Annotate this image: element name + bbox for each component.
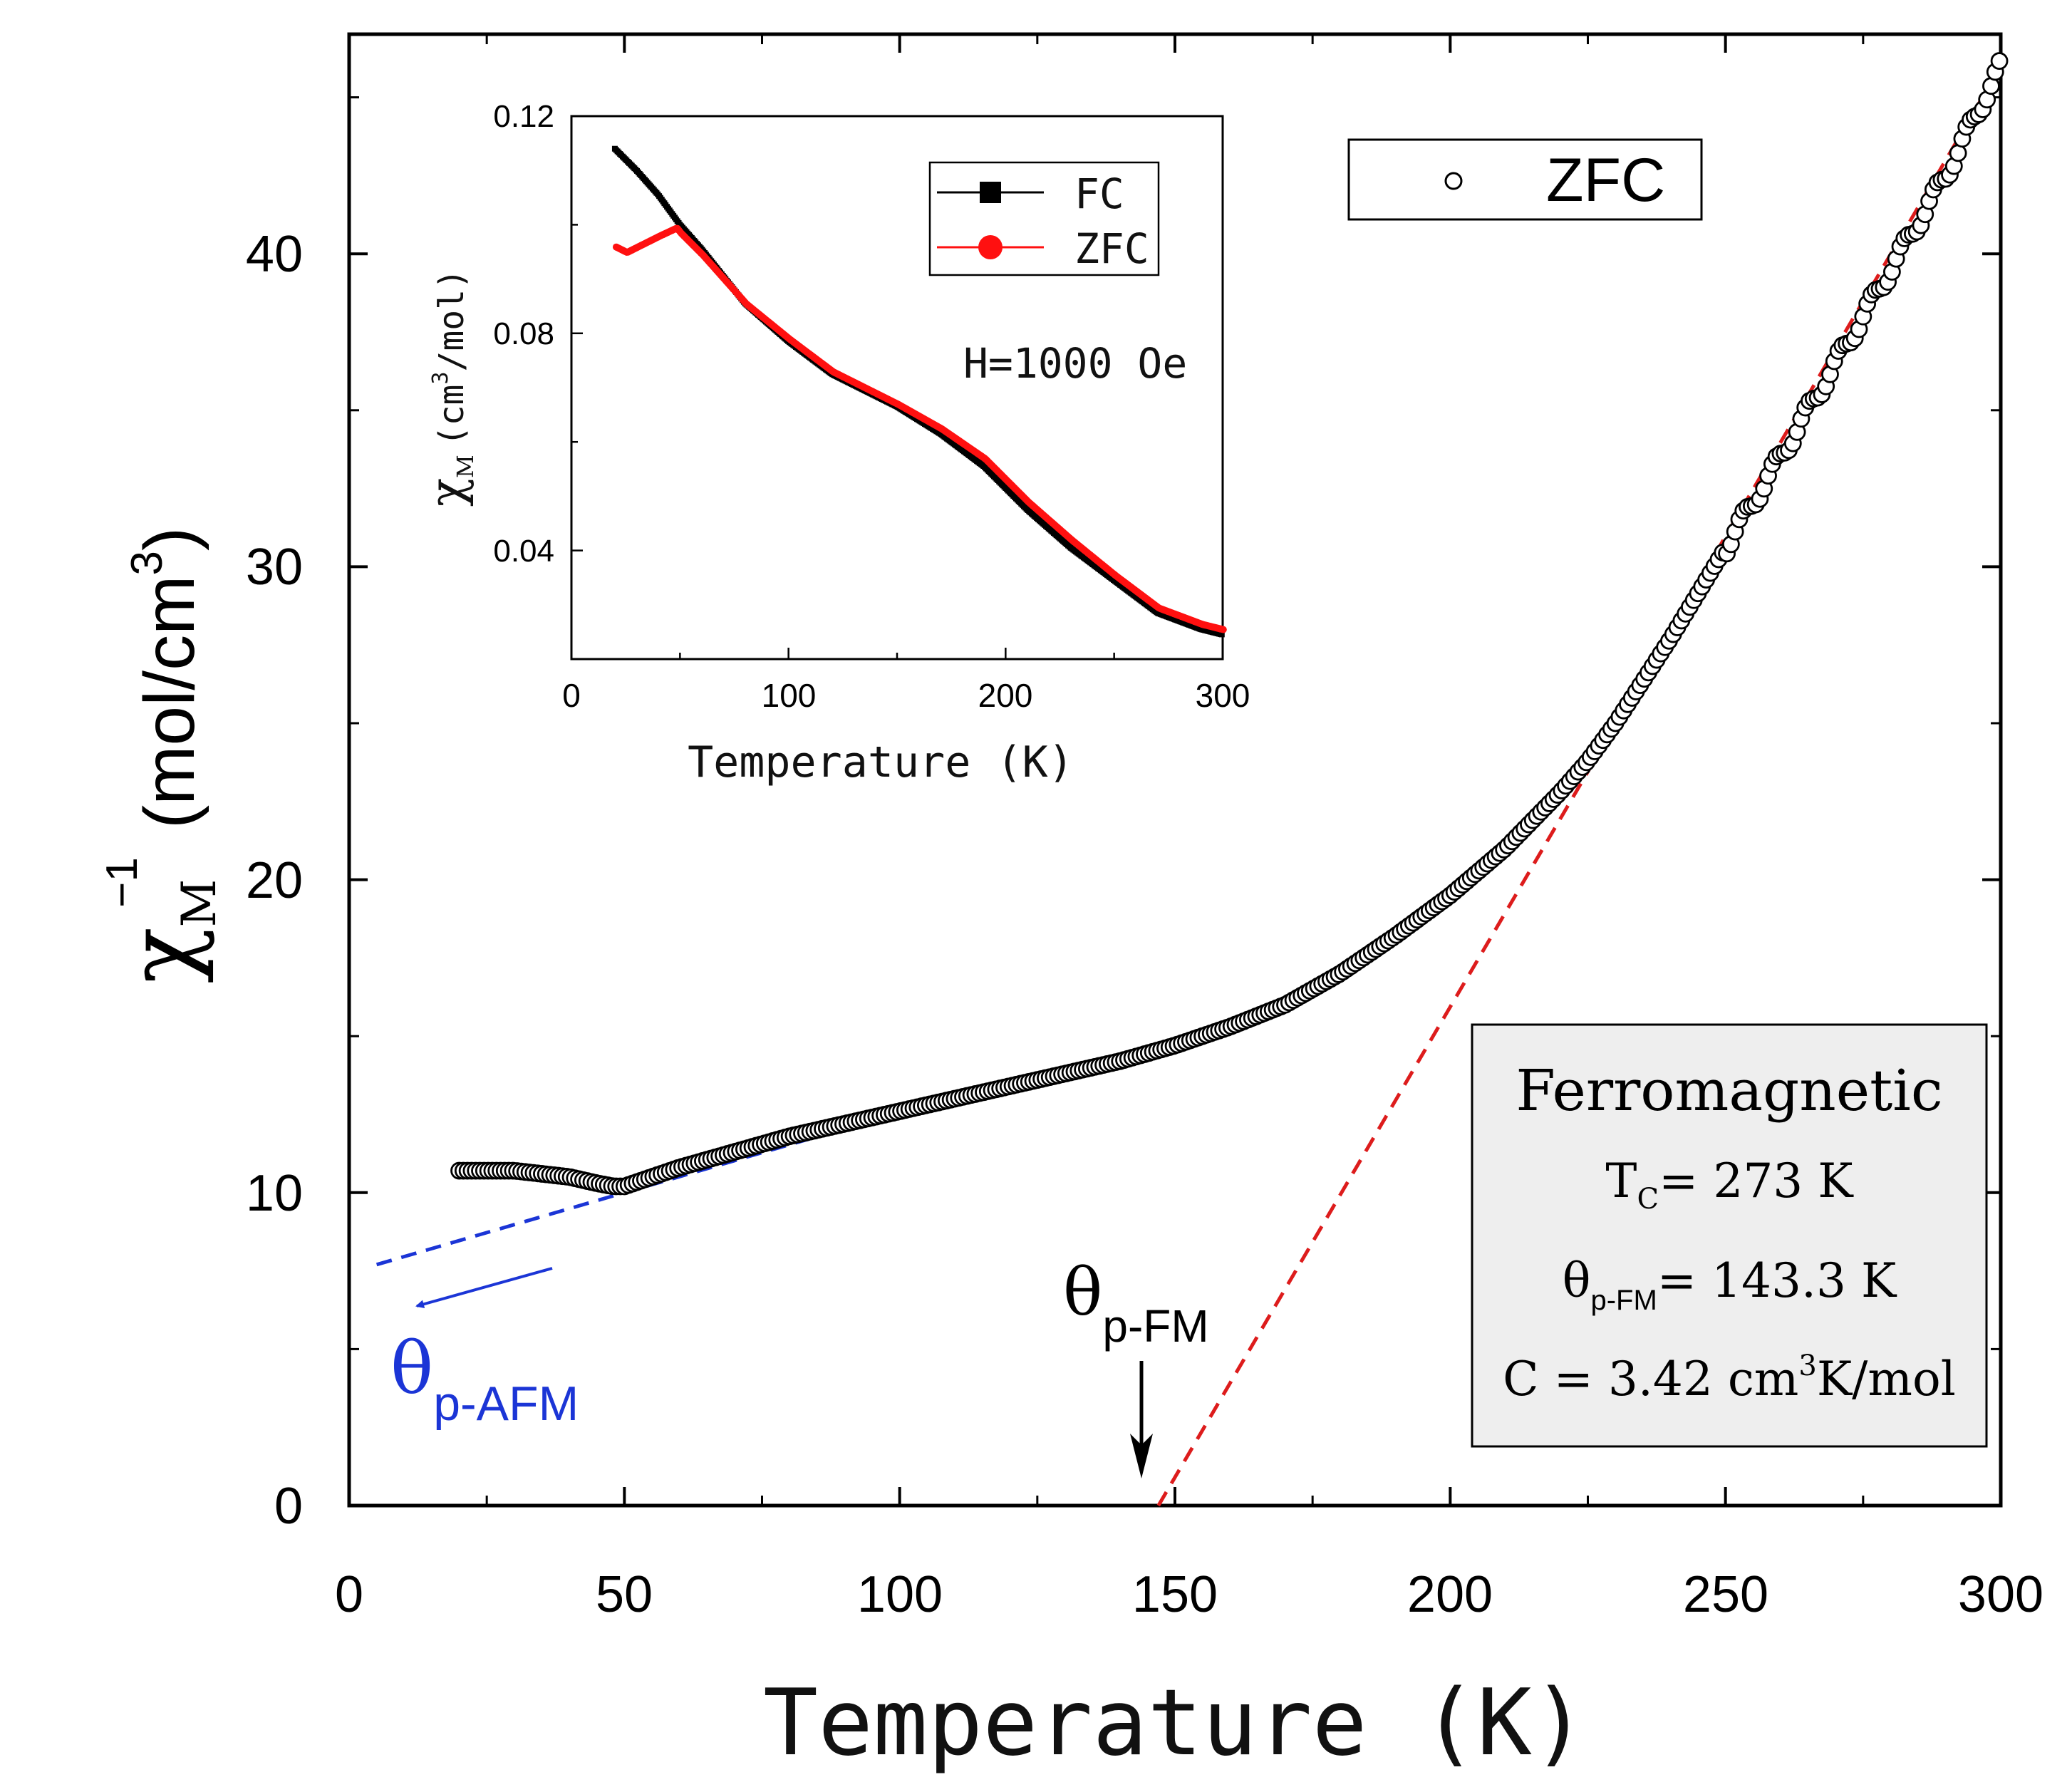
inset-chart: 0 100 200 300 0.12 0.08 0.04 Temperature… (420, 99, 1250, 787)
inset-x-tick-labels: 0 100 200 300 (562, 677, 1250, 714)
theta-fm-box-value: = 143.3 K (1657, 1253, 1897, 1308)
svg-text:χM(cm3/mol): χM (cm3/mol) (420, 269, 479, 507)
svg-text:θp-AFM: θp-AFM (390, 1327, 579, 1431)
inset-x-tick-label: 100 (762, 677, 817, 714)
inset-x-tick-label: 0 (562, 677, 581, 714)
inset-series (611, 145, 1227, 638)
main-x-tick-labels: 0 50 100 150 200 250 300 (335, 1566, 2043, 1623)
y-label-units: (mol/cm (130, 576, 209, 829)
main-y-tick-label: 30 (246, 539, 303, 596)
theta-fm-symbol: θ (1063, 1254, 1102, 1330)
svg-text:TC= 273 K: TC= 273 K (1605, 1154, 1854, 1216)
inset-field-label: H=1000 Oe (963, 339, 1187, 388)
main-legend-box (1347, 138, 1703, 221)
inset-y-tick-label: 0.12 (493, 99, 554, 134)
main-y-tick-label: 40 (246, 226, 303, 283)
theta-fm-sub: p-FM (1102, 1300, 1208, 1352)
legend-fc-label: FC (1074, 170, 1124, 218)
y-label-chi-sup: −1 (98, 857, 147, 908)
curie-constant-sup: 3 (1798, 1350, 1816, 1382)
legend-zfc-inset-label: ZFC (1074, 224, 1149, 273)
inset-ticks (570, 115, 1224, 659)
y-label-chi-sub: M (172, 879, 227, 928)
inset-x-tick-label: 300 (1196, 677, 1250, 714)
y-label-units-close: ) (130, 527, 209, 551)
inset-x-tick-label: 200 (978, 677, 1033, 714)
inset-series-zfc (612, 224, 1227, 633)
info-box-frame (1471, 1023, 1988, 1448)
main-legend: ZFC (1347, 138, 1703, 221)
main-ticks (348, 34, 2002, 1507)
theta-fm-box-sub: p-FM (1590, 1285, 1657, 1316)
legend-fc-marker (980, 182, 1001, 203)
zfc-inset-data-point (1219, 626, 1227, 633)
y-label-chi: χ (108, 927, 216, 983)
main-x-tick-label: 300 (1958, 1566, 2043, 1623)
inset-y-units-close: /mol) (432, 269, 472, 372)
main-x-tick-label: 0 (335, 1566, 363, 1623)
zfc-data-point (1949, 144, 1967, 162)
main-y-tick-labels: 0 10 20 30 40 (246, 226, 303, 1535)
svg-text:θp-FM: θp-FM (1063, 1254, 1209, 1352)
theta-afm-arrow (415, 1267, 553, 1309)
tc-sub: C (1637, 1183, 1659, 1216)
main-y-axis-label: χM −1 (mol/cm3) (98, 527, 227, 983)
inset-y-units-sup: 3 (428, 371, 453, 384)
main-y-tick-label: 20 (246, 852, 303, 909)
theta-fm-annotation: θp-FM (1063, 1254, 1209, 1478)
zfc-data-point (1990, 52, 2009, 70)
ferromagnetic-info-box: Ferromagnetic TC= 273 K θp-FM= 143.3 K C… (1471, 1023, 1988, 1448)
svg-text:θp-FM= 143.3 K: θp-FM= 143.3 K (1563, 1253, 1897, 1316)
inset-y-chi-sub: M (452, 455, 479, 478)
main-x-axis-label: Temperature (K) (763, 1670, 1587, 1776)
main-x-tick-label: 150 (1132, 1566, 1218, 1623)
inset-legend: FC ZFC (928, 161, 1160, 276)
fc-data-point (1218, 631, 1225, 638)
main-x-tick-label: 50 (596, 1566, 653, 1623)
inset-y-axis-label: χM (cm3/mol) (420, 269, 479, 507)
legend-zfc-label: ZFC (1546, 146, 1665, 214)
y-label-units-sup: 3 (123, 551, 172, 575)
main-x-tick-label: 100 (857, 1566, 943, 1623)
main-zfc-points (450, 52, 2009, 1196)
svg-text:C = 3.42 cm3K/mol: C = 3.42 cm3K/mol (1503, 1350, 1956, 1407)
theta-fm-box-symbol: θ (1563, 1253, 1591, 1308)
inset-y-tick-label: 0.04 (493, 534, 554, 569)
main-chart: 0 50 100 150 200 250 300 0 10 20 30 40 T… (98, 32, 2043, 1776)
inset-y-units: (cm (432, 385, 472, 447)
tc-value: = 273 K (1659, 1154, 1854, 1208)
curie-constant-prefix: C = 3.42 cm (1503, 1352, 1798, 1407)
inset-y-chi: χ (420, 478, 475, 507)
inset-y-tick-labels: 0.12 0.08 0.04 (493, 99, 554, 569)
main-y-tick-label: 10 (246, 1165, 303, 1222)
inset-x-axis-label: Temperature (K) (688, 737, 1074, 787)
legend-zfc-marker (1444, 172, 1463, 190)
curie-constant-suffix: K/mol (1817, 1352, 1956, 1407)
info-box-title: Ferromagnetic (1516, 1057, 1942, 1124)
svg-text:χM−1(mol/cm3): χM −1 (mol/cm3) (98, 527, 227, 983)
theta-fm-arrowhead (1130, 1434, 1153, 1478)
theta-afm-annotation: θp-AFM (390, 1267, 579, 1431)
inset-y-tick-label: 0.08 (493, 316, 554, 351)
main-y-tick-label: 0 (274, 1478, 303, 1535)
inset-legend-box (928, 161, 1160, 276)
tc-prefix: T (1605, 1154, 1637, 1208)
theta-afm-symbol: θ (390, 1327, 433, 1410)
legend-zfc-dot (978, 235, 1003, 259)
theta-afm-sub: p-AFM (433, 1377, 579, 1431)
main-x-tick-label: 250 (1683, 1566, 1768, 1623)
main-x-tick-label: 200 (1407, 1566, 1493, 1623)
